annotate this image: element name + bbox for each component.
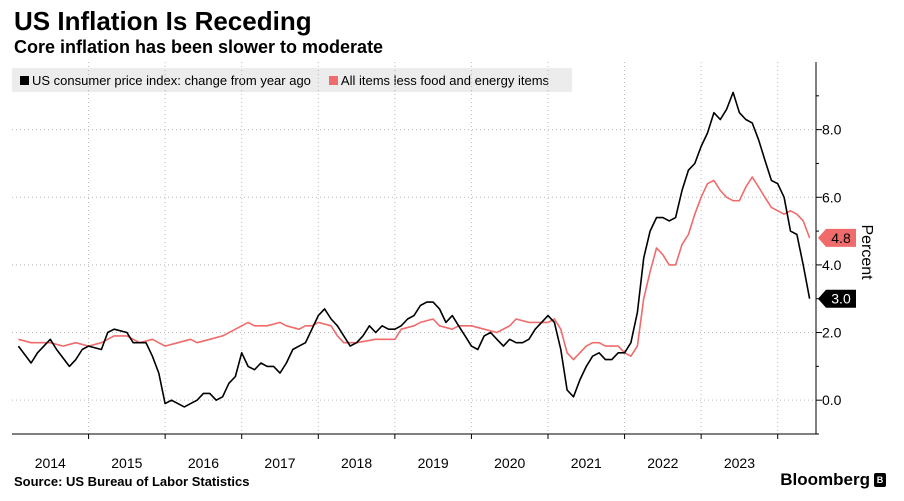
- chart-title: US Inflation Is Receding: [14, 6, 312, 36]
- end-label-core: 4.8: [818, 228, 856, 247]
- x-tick-label-2015: 2015: [111, 455, 142, 471]
- x-axis: 2014 2015 2016 2017 2018 2019 2020 2021 2022 2023: [12, 433, 816, 471]
- brand-logo: Bloomberg B: [780, 470, 886, 490]
- source-note: Source: US Bureau of Labor Statistics: [14, 474, 250, 489]
- brand-name: Bloomberg: [780, 470, 870, 489]
- end-label-headline-bg: [818, 289, 856, 308]
- bloomberg-icon: B: [874, 473, 886, 487]
- x-tick-label-2023: 2023: [724, 455, 755, 471]
- y-tick-label-0: 0.0: [822, 392, 842, 408]
- legend-swatch-headline: [20, 75, 29, 85]
- series-lines: [17, 91, 811, 408]
- x-tick-label-2022: 2022: [647, 455, 678, 471]
- end-label-core-text: 4.8: [831, 230, 851, 246]
- x-tick-label-2021: 2021: [571, 455, 602, 471]
- legend-item-core-cpi: All items less food and energy items: [328, 72, 550, 88]
- x-tick-label-2020: 2020: [494, 455, 525, 471]
- legend-swatch-core: [328, 75, 338, 85]
- series-line-core-cpi: [18, 176, 811, 361]
- legend-item-headline-cpi: US consumer price index: change from yea…: [20, 73, 311, 88]
- x-tick-label-2016: 2016: [188, 455, 219, 471]
- x-tick-label-2019: 2019: [418, 455, 449, 471]
- y-tick-label-3: 6.0: [822, 189, 842, 205]
- y-axis: 0.0 2.0 4.0 6.0 8.0: [815, 62, 842, 435]
- legend: US consumer price index: change from yea…: [12, 68, 572, 92]
- y-tick-label-2: 4.0: [822, 257, 842, 273]
- end-labels: 4.8 3.0: [818, 228, 856, 308]
- gridlines: [12, 62, 816, 434]
- end-label-core-bg: [818, 228, 856, 247]
- y-tick-label-4: 8.0: [822, 122, 842, 138]
- x-tick-label-2017: 2017: [264, 455, 295, 471]
- chart-subtitle: Core inflation has been slower to modera…: [14, 37, 384, 57]
- x-tick-label-2018: 2018: [341, 455, 372, 471]
- y-axis-label: Percent: [858, 224, 875, 280]
- series-line-headline-cpi: [17, 91, 811, 408]
- end-label-headline-text: 3.0: [831, 291, 851, 307]
- y-tick-label-1: 2.0: [822, 325, 842, 341]
- x-tick-label-2014: 2014: [35, 455, 66, 471]
- legend-label-headline: US consumer price index: change from yea…: [32, 72, 311, 88]
- end-label-headline: 3.0: [818, 289, 856, 308]
- legend-label-core: All items less food and energy items: [340, 72, 550, 88]
